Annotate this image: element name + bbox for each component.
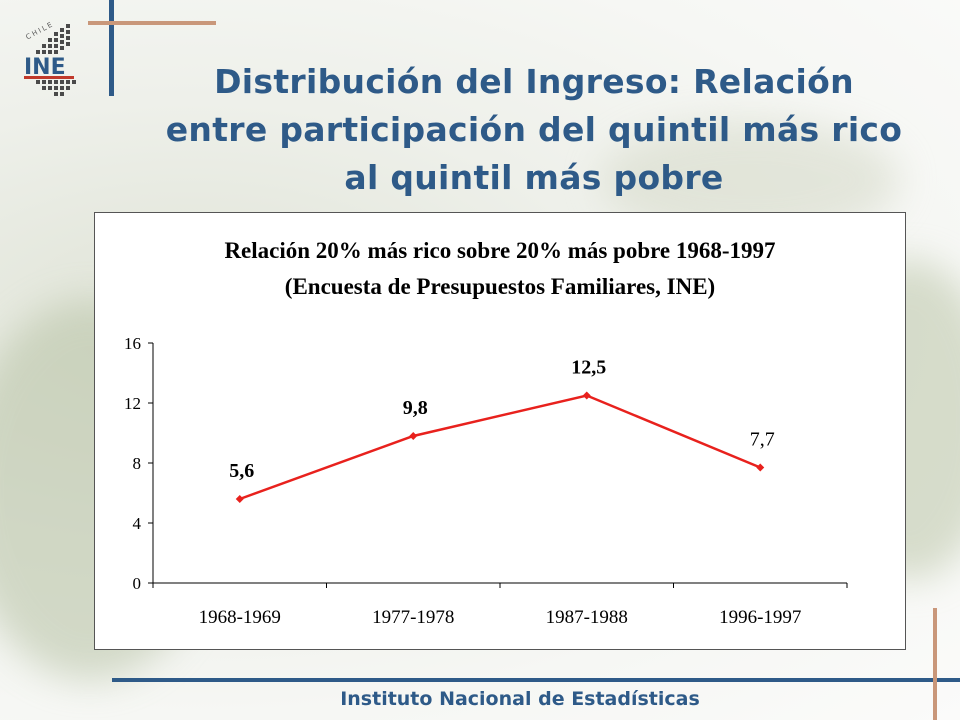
decorative-bar-bottom-horizontal	[112, 678, 960, 682]
ine-logo: CHILE INE	[24, 20, 76, 96]
data-point-marker	[409, 432, 418, 440]
chart-title-line: Relación 20% más rico sobre 20% más pobr…	[224, 238, 775, 263]
footer-organization: Instituto Nacional de Estadísticas	[340, 688, 700, 710]
data-label: 9,8	[403, 397, 428, 419]
decorative-bar-top-horizontal	[88, 21, 216, 25]
line-chart: Relación 20% más rico sobre 20% más pobr…	[124, 238, 848, 628]
data-point-marker	[756, 463, 765, 472]
chart-panel: Relación 20% más rico sobre 20% más pobr…	[94, 212, 906, 650]
x-tick-label: 1996-1997	[719, 607, 801, 628]
y-tick-label: 12	[124, 394, 141, 413]
data-label: 12,5	[571, 357, 606, 379]
x-tick-label: 1987-1988	[546, 607, 628, 628]
data-point-marker	[582, 391, 591, 400]
y-tick-label: 4	[133, 514, 142, 533]
logo-underline	[24, 76, 74, 79]
slide-title-line: entre participación del quintil más rico	[165, 110, 903, 149]
chart-title-line: (Encuesta de Presupuestos Familiares, IN…	[285, 274, 715, 299]
decorative-bar-top-vertical	[109, 0, 114, 96]
y-tick-label: 0	[133, 574, 142, 593]
slide-title: Distribución del Ingreso: Relación entre…	[118, 58, 950, 202]
data-label: 5,6	[229, 460, 254, 482]
y-tick-label: 8	[133, 454, 142, 473]
slide-title-line: Distribución del Ingreso: Relación	[214, 62, 854, 101]
logo-text: INE	[24, 55, 66, 80]
series-line	[239, 394, 761, 501]
logo-grid	[36, 24, 76, 96]
x-tick-label: 1968-1969	[199, 607, 281, 628]
data-label: 7,7	[750, 429, 775, 451]
x-tick-label: 1977-1978	[372, 607, 454, 628]
y-tick-label: 16	[124, 334, 141, 353]
decorative-bar-bottom-vertical	[933, 608, 937, 720]
data-point-marker	[235, 495, 244, 503]
slide-title-line: al quintil más pobre	[344, 158, 724, 197]
